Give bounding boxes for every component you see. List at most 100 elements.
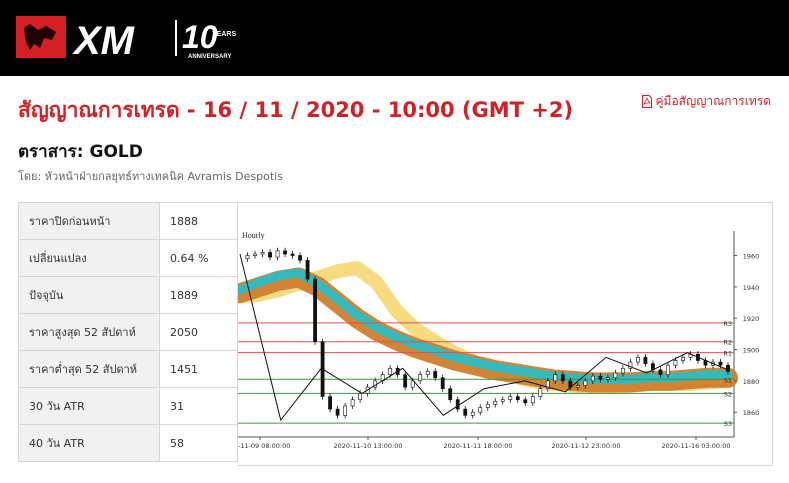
y-tick-label: 1900 [743,347,760,355]
pdf-icon [641,95,652,108]
candle-body [313,278,317,343]
candle-body [598,375,603,380]
candle-body [726,364,730,372]
zigzag-line [239,253,729,422]
candle-body [275,250,280,258]
stat-label: ปัจจุบัน [18,276,160,314]
stats-row: ราคาสูงสุด 52 สัปดาห์ 2050 [18,313,238,351]
candle-body [470,411,475,416]
candle-body [448,388,453,400]
candle-body [418,374,423,382]
stats-row: 30 วัน ATR 31 [18,387,238,425]
page-title: สัญญาณการเทรด - 16 / 11 / 2020 - 10:00 (… [18,98,574,122]
candle-body [253,253,257,256]
stats-table: ราคาปิดก่อนหน้า 1888 เปลี่ยนแปลง 0.64 % ปั… [18,202,238,462]
stats-row: ปัจจุบัน 1889 [18,276,238,314]
candle-body [620,368,625,374]
stat-value: 31 [159,387,238,425]
candle-body [590,375,595,382]
stat-value: 58 [159,424,238,462]
xm-logo[interactable]: XM 10 YEARS ANNIVERSARY [16,14,246,62]
anniversary-number: 10 [182,19,218,55]
y-tick-label: 1860 [743,409,760,417]
x-tick-label: 20-11-09 08:00:00 [238,442,290,450]
stat-value: 1888 [159,202,238,240]
y-tick-label: 1920 [743,315,760,323]
candle-body [530,396,535,404]
candle-body [343,405,348,416]
candle-body [410,380,415,388]
candle-body [350,399,355,407]
stat-label: 30 วัน ATR [18,387,160,425]
candle-body [508,396,513,400]
candle-body [666,364,670,375]
x-tick-label: 2020-11-11 18:00:00 [443,442,512,450]
stat-value: 2050 [159,313,238,351]
y-tick-label: 1940 [743,284,760,292]
candle-body [545,380,550,390]
candle-body [560,374,565,382]
candle-body [298,255,302,261]
candle-body [305,259,310,280]
candle-body [425,371,430,375]
candle-body [388,368,393,375]
candle-body [658,369,663,375]
stat-label: ราคาต่ำสุด 52 สัปดาห์ [18,350,160,388]
bull-icon [24,24,56,50]
level-label-s1: S1 [724,376,732,384]
candle-body [433,371,438,379]
level-label-r1: R1 [723,350,732,358]
candle-body [681,357,685,361]
logo-text: XM [72,19,136,62]
y-tick-label: 1880 [743,378,760,386]
level-label-s3: S3 [724,420,732,428]
signals-guide-label: คู่มือสัญญาณการเทรด [655,94,772,108]
signals-guide-link[interactable]: คู่มือสัญญาณการเทรด [641,92,772,111]
candle-body [403,374,408,388]
stat-value: 1451 [159,350,238,388]
anniversary-years: YEARS [212,31,236,38]
level-label-r2: R2 [723,339,732,347]
candle-body [628,361,633,369]
candle-body [358,393,363,400]
candle-body [583,380,588,386]
author-line: โดย: หัวหน้าฝ่ายกลยุทธ์ทางเทคนิค Avramis… [18,170,283,183]
chart-svg: Hourly R3 R2 R1 S1 S2 S3 1860 1880 1900 1920 1940 19… [238,231,760,450]
candle-body [636,357,640,363]
stats-row: ราคาต่ำสุด 52 สัปดาห์ 1451 [18,350,238,388]
x-tick-label: 2020-11-12 23:00:00 [551,442,620,450]
level-label-s2: S2 [724,390,732,398]
candle-body [328,396,332,410]
candle-body [260,252,265,255]
candle-body [500,399,505,402]
candle-body [613,372,618,379]
stat-label: เปลี่ยนแปลง [18,239,160,277]
x-tick-label: 2020-11-10 13:00:00 [333,442,402,450]
candle-body [440,377,445,390]
stat-label: ราคาปิดก่อนหน้า [18,202,160,240]
candle-body [643,357,648,364]
stat-value: 0.64 % [159,239,238,277]
x-tick-label: 2020-11-16 03:00:00 [661,442,730,450]
anniversary-label: ANNIVERSARY [188,54,231,60]
candle-body [463,408,468,416]
candle-body [553,374,558,382]
candle-body [673,360,678,366]
stats-row: ราคาปิดก่อนหน้า 1888 [18,202,238,240]
instrument-heading: ตราสาร: GOLD [18,142,143,162]
candle-body [478,407,483,413]
candle-body [455,399,460,410]
stats-row: เปลี่ยนแปลง 0.64 % [18,239,238,277]
candle-body [718,361,723,366]
level-label-r3: R3 [723,320,732,328]
candle-body [283,250,287,255]
header-bar: XM 10 YEARS ANNIVERSARY [0,0,789,76]
stat-value: 1889 [159,276,238,314]
candle-body [523,399,528,404]
candle-body [268,252,272,258]
candle-body [493,400,498,405]
candle-body [485,404,490,408]
candle-body [605,377,610,380]
candle-body [575,385,580,388]
price-chart: Hourly R3 R2 R1 S1 S2 S3 1860 1880 1900 1920 1940 19… [238,202,773,466]
